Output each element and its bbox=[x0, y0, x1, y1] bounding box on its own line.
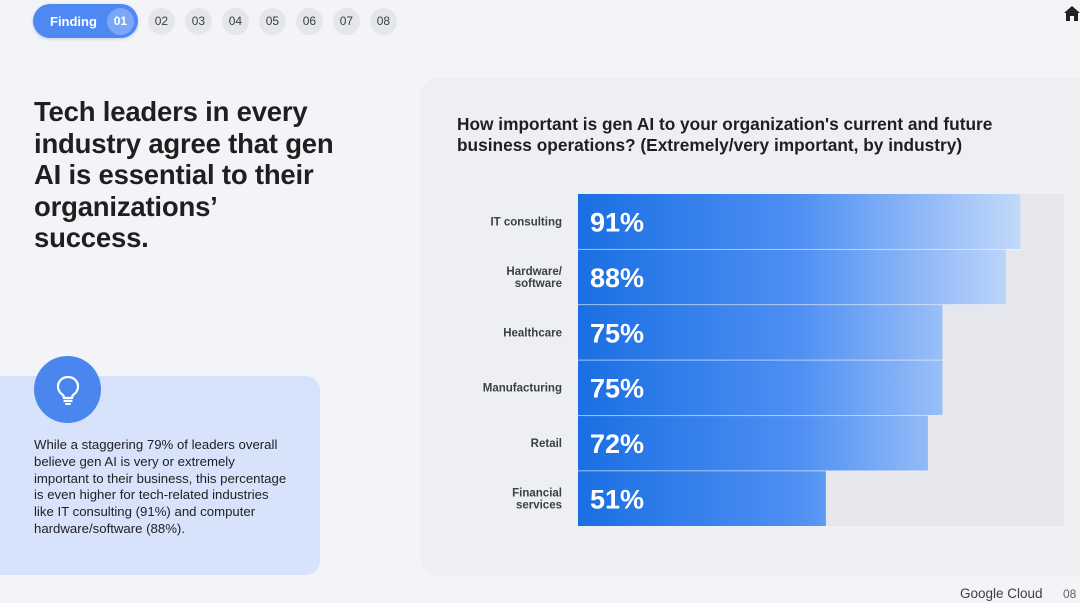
category-label: Manufacturing bbox=[483, 383, 562, 395]
nav-page-04[interactable]: 04 bbox=[221, 7, 249, 35]
category-label-line: Healthcare bbox=[503, 327, 562, 339]
bar bbox=[578, 471, 826, 526]
page-headline: Tech leaders in every industry agree tha… bbox=[34, 96, 334, 253]
category-label-line: services bbox=[516, 500, 562, 512]
lightbulb-icon bbox=[56, 375, 79, 405]
finding-nav: Finding 01 02 03 04 05 06 07 08 bbox=[33, 4, 397, 38]
nav-finding-number: 01 bbox=[106, 7, 134, 35]
nav-finding-label: Finding bbox=[50, 13, 97, 29]
nav-page-03[interactable]: 03 bbox=[184, 7, 212, 35]
nav-page-08[interactable]: 08 bbox=[369, 7, 397, 35]
chart-title: How important is gen AI to your organiza… bbox=[457, 114, 993, 155]
category-label: Financial services bbox=[512, 488, 562, 512]
category-label: Hardware/software bbox=[506, 266, 562, 290]
nav-page-02[interactable]: 02 bbox=[147, 7, 175, 35]
nav-page-06[interactable]: 06 bbox=[295, 7, 323, 35]
bar-value-label: 91% bbox=[590, 208, 644, 238]
home-icon[interactable] bbox=[1064, 6, 1080, 21]
google-cloud-logo: Google Cloud bbox=[960, 586, 1043, 601]
category-label: Retail bbox=[531, 438, 562, 450]
nav-finding-active[interactable]: Finding 01 bbox=[33, 4, 138, 38]
category-label: Healthcare bbox=[503, 327, 562, 339]
insight-icon-badge bbox=[34, 356, 101, 423]
category-label-line: Retail bbox=[531, 438, 562, 450]
bar bbox=[578, 360, 943, 416]
category-label-line: Financial bbox=[512, 488, 562, 500]
page-number: 08 bbox=[1063, 587, 1077, 601]
category-label-line: Hardware/ bbox=[506, 266, 562, 278]
bar bbox=[578, 249, 1006, 305]
nav-page-07[interactable]: 07 bbox=[332, 7, 360, 35]
category-label: IT consulting bbox=[490, 217, 562, 229]
bar-value-label: 88% bbox=[590, 263, 644, 293]
category-label-line: Manufacturing bbox=[483, 383, 562, 395]
insight-text: While a staggering 79% of leaders overal… bbox=[34, 437, 287, 536]
bar bbox=[578, 304, 943, 360]
category-label-line: IT consulting bbox=[490, 217, 562, 229]
bar bbox=[578, 415, 928, 471]
bar bbox=[578, 194, 1021, 249]
bar-value-label: 51% bbox=[590, 485, 644, 515]
nav-page-05[interactable]: 05 bbox=[258, 7, 286, 35]
bar-value-label: 75% bbox=[590, 374, 644, 404]
bar-value-label: 75% bbox=[590, 318, 644, 348]
bar-value-label: 72% bbox=[590, 429, 644, 459]
category-label-line: software bbox=[515, 278, 562, 290]
